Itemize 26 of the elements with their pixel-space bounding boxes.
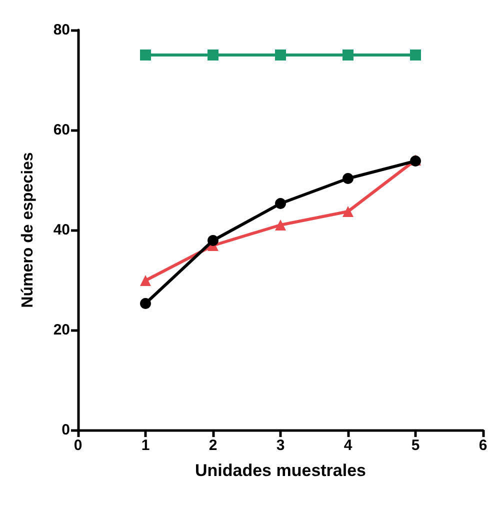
x-tick-label: 3 xyxy=(276,437,285,454)
point xyxy=(140,50,151,60)
y-tick-label: 20 xyxy=(53,322,70,338)
x-tick-label: 2 xyxy=(208,437,218,454)
y-tick-label: 0 xyxy=(62,422,70,438)
x-tick-label: 5 xyxy=(411,437,420,454)
y-axis-title: Número de especies xyxy=(20,152,36,308)
y-tick-label: 80 xyxy=(53,22,70,38)
point xyxy=(275,198,286,209)
point xyxy=(208,235,218,246)
x-tick-label: 4 xyxy=(344,437,353,454)
point xyxy=(275,50,286,60)
point xyxy=(140,298,151,309)
point xyxy=(275,220,286,230)
y-tick-label: 60 xyxy=(53,122,70,138)
x-tick-label: 0 xyxy=(74,437,82,454)
x-tick-label: 1 xyxy=(141,437,150,454)
point xyxy=(140,275,151,286)
point xyxy=(208,50,218,60)
point xyxy=(342,173,354,184)
point xyxy=(410,50,421,60)
x-tick-label: 6 xyxy=(478,437,488,454)
point xyxy=(342,50,354,60)
y-tick-label: 40 xyxy=(53,222,70,238)
x-axis-title: Unidades muestrales xyxy=(194,461,366,480)
point xyxy=(342,206,354,217)
